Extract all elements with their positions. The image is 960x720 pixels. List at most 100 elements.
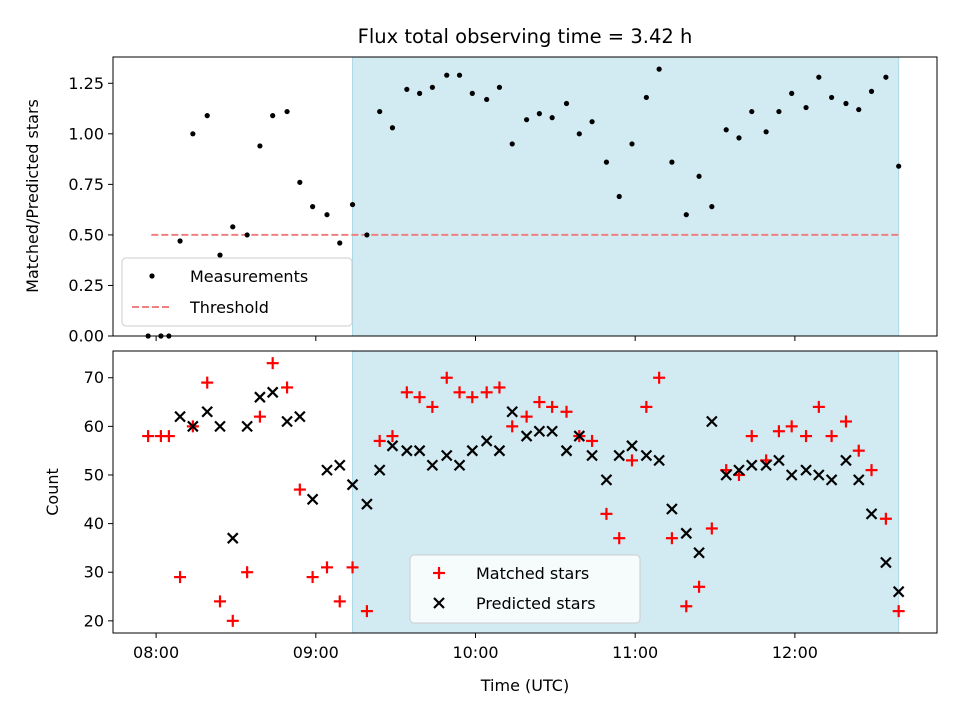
predicted-star-point xyxy=(174,410,186,423)
predicted-star-point xyxy=(361,498,373,510)
matched-star-point xyxy=(493,381,506,394)
measurement-point xyxy=(177,238,183,244)
top-legend: Measurements Threshold xyxy=(121,257,353,327)
y-tick-label: 0.75 xyxy=(68,175,104,194)
predicted-star-point xyxy=(187,420,199,433)
predicted-star-point xyxy=(852,474,865,486)
matched-star-point xyxy=(879,512,892,525)
y-tick-label: 1.00 xyxy=(68,124,104,143)
predicted-star-point xyxy=(493,444,506,457)
predicted-star-point xyxy=(745,459,758,472)
matched-star-point xyxy=(800,430,813,443)
matched-star-point xyxy=(320,561,333,574)
measurement-point xyxy=(297,179,303,185)
matched-star-point xyxy=(653,371,666,384)
matched-star-point xyxy=(306,571,319,584)
measurement-point xyxy=(230,224,236,230)
measurement-point xyxy=(244,232,250,238)
measurement-point xyxy=(868,88,875,94)
matched-star-point xyxy=(226,614,239,627)
measurement-point xyxy=(629,141,635,147)
chart-title: Flux total observing time = 3.42 h xyxy=(358,25,693,48)
y-tick-label: 0.00 xyxy=(68,327,104,346)
measurement-point xyxy=(789,90,795,96)
matched-star-point xyxy=(466,391,479,404)
bottom-x-ticks: 08:00 09:00 10:00 11:00 12:00 xyxy=(133,633,818,662)
predicted-star-point xyxy=(440,449,453,462)
matched-star-point xyxy=(142,430,155,443)
threshold-legend-label: Threshold xyxy=(189,298,269,317)
predicted-star-point xyxy=(506,405,519,418)
measurement-point xyxy=(616,193,622,200)
measurement-point xyxy=(736,135,742,141)
predicted-star-point xyxy=(201,405,213,418)
matched-star-point xyxy=(693,580,706,593)
y-tick-label: 1.25 xyxy=(68,74,104,93)
matched-star-point xyxy=(546,400,559,413)
predicted-star-point xyxy=(333,459,346,472)
measurement-point xyxy=(816,74,822,80)
matched-star-point xyxy=(785,420,798,433)
predicted-star-point xyxy=(480,435,493,447)
measurement-point xyxy=(603,159,610,165)
matched-star-point xyxy=(241,566,254,579)
matched-star-point xyxy=(852,444,865,457)
matched-star-point xyxy=(253,410,266,423)
measurement-points xyxy=(145,66,902,339)
measurement-point xyxy=(417,90,423,96)
matched-star-point xyxy=(586,434,599,447)
top-axes-frame xyxy=(112,56,938,337)
measurement-point xyxy=(284,108,290,115)
count-points xyxy=(142,357,905,627)
matched-star-point xyxy=(333,595,346,608)
predicted-star-point xyxy=(321,464,333,476)
predicted-star-point xyxy=(533,425,546,438)
observing-window-shade-top xyxy=(352,56,900,337)
top-panel: Flux total observing time = 3.42 h 0.00 0… xyxy=(23,25,938,346)
top-y-axis-label: Matched/Predicted stars xyxy=(23,99,42,293)
predicted-star-point xyxy=(880,556,892,569)
matched-star-point xyxy=(825,430,838,443)
predicted-star-point xyxy=(386,440,399,452)
predicted-star-point xyxy=(346,478,359,491)
predicted-star-point xyxy=(254,391,266,403)
matched-star-point xyxy=(533,396,546,409)
matched-star-point xyxy=(839,415,852,428)
measurement-point xyxy=(270,113,276,119)
measurement-point xyxy=(696,173,702,179)
predicted-star-point xyxy=(825,474,838,486)
predicted-star-point xyxy=(373,464,386,476)
matched-star-point xyxy=(745,430,758,443)
measurement-point xyxy=(563,100,570,107)
matched-star-point xyxy=(360,605,373,618)
top-y-ticks: 0.00 0.25 0.50 0.75 1.00 1.25 xyxy=(68,74,113,346)
y-tick-label: 70 xyxy=(84,368,104,387)
matched-star-point xyxy=(293,483,306,496)
bottom-legend: Matched stars Predicted stars xyxy=(409,554,641,624)
predicted-star-point xyxy=(241,420,253,433)
predicted-star-point xyxy=(453,459,466,472)
x-tick-label: 09:00 xyxy=(293,643,339,662)
measurement-point xyxy=(669,159,675,165)
x-tick-label: 08:00 xyxy=(133,643,179,662)
matched-star-point xyxy=(174,571,187,584)
matched-star-point xyxy=(640,400,653,413)
matched-star-point xyxy=(201,376,214,389)
predicted-legend-marker xyxy=(433,597,445,609)
matched-star-point xyxy=(665,532,678,545)
measurement-point xyxy=(856,106,862,113)
predicted-star-point xyxy=(266,386,279,399)
measurement-point xyxy=(589,119,595,125)
predicted-star-point xyxy=(653,454,665,467)
measurement-point xyxy=(310,204,316,210)
matched-star-point xyxy=(892,605,905,618)
matched-star-point xyxy=(281,381,294,394)
matched-star-point xyxy=(812,400,825,413)
measurement-point xyxy=(337,240,343,246)
measurement-point xyxy=(377,108,383,115)
measurement-point xyxy=(803,104,809,111)
bottom-y-axis-label: Count xyxy=(43,468,62,516)
matched-legend-label: Matched stars xyxy=(476,564,589,583)
predicted-star-point xyxy=(666,503,678,515)
measurement-point xyxy=(217,252,223,258)
